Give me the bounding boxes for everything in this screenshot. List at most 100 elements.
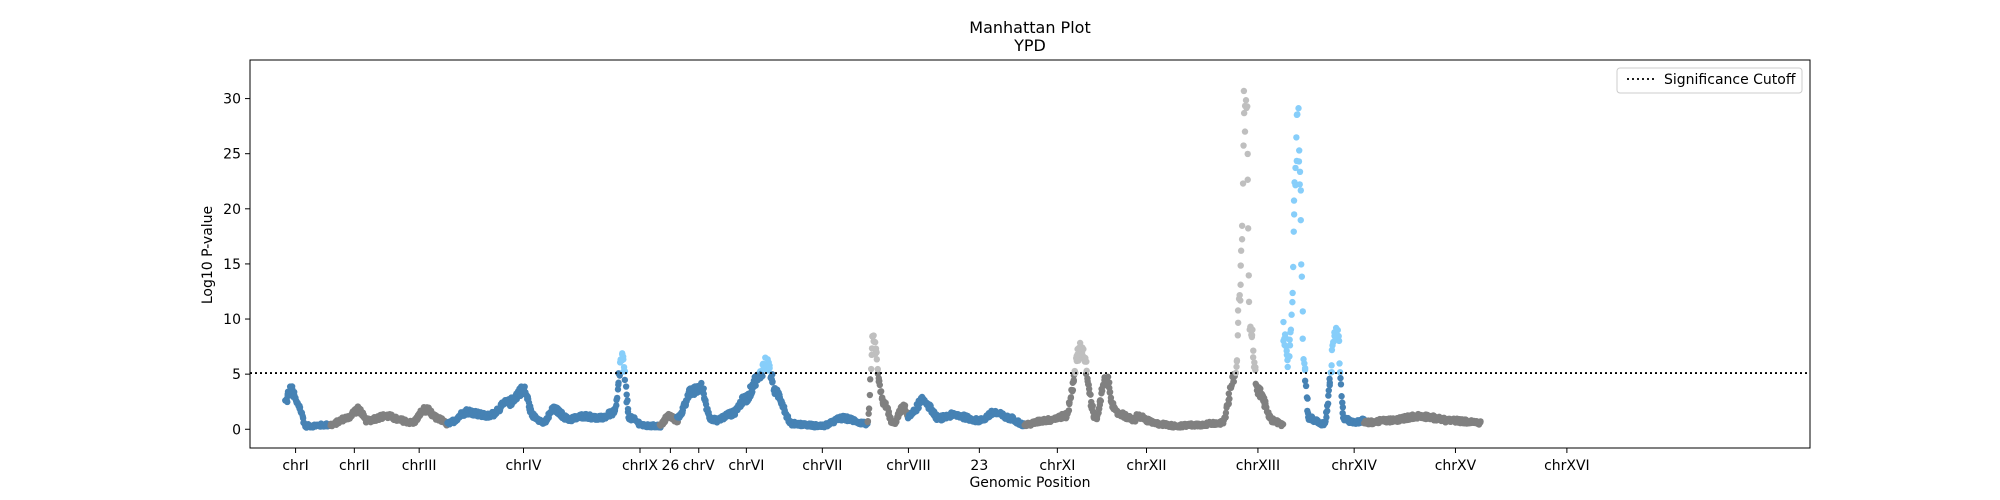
snp-point-chrviii <box>877 388 885 395</box>
y-tick-label: 15 <box>223 257 241 273</box>
x-axis-label: Genomic Position <box>969 475 1090 491</box>
snp-point-chrxiv <box>1237 281 1244 288</box>
snp-point-chrxiv <box>1248 331 1256 339</box>
x-tick-label: chrVII <box>802 458 842 474</box>
snp-point-chrxiv <box>1252 366 1259 374</box>
x-tick-label: chrVIII <box>886 458 930 474</box>
snp-point-chrxiv <box>1250 347 1257 354</box>
snp-point-chrxv <box>1328 362 1335 369</box>
snp-point-chrxv <box>1326 379 1334 387</box>
snp-point-chrxiv <box>1239 180 1247 187</box>
y-tick-label: 30 <box>223 92 241 108</box>
snp-point-chrix <box>614 386 622 393</box>
x-tick-label: chrI <box>282 458 308 474</box>
snp-point-chrv <box>698 379 705 387</box>
snp-point-chrv <box>679 407 687 414</box>
snp-point-chrxiv <box>1240 87 1248 95</box>
snp-point-chrvii <box>759 372 766 380</box>
snp-point-chrvii <box>766 364 773 372</box>
snp-point-chrxv <box>1304 395 1311 402</box>
snp-point-chrviii <box>867 376 874 383</box>
snp-point-chrviii <box>870 332 877 339</box>
x-tick-label: chrIX <box>622 458 658 474</box>
y-tick-label: 20 <box>223 202 241 218</box>
legend-label: Significance Cutoff <box>1664 72 1796 88</box>
snp-point-chrxv <box>1297 187 1305 194</box>
snp-point-chrvii <box>769 378 776 385</box>
snp-point-chrxv <box>1302 382 1310 390</box>
snp-point-chrxii <box>1065 407 1073 414</box>
y-tick-label: 25 <box>223 147 241 163</box>
snp-point-chrxiv <box>1236 291 1243 299</box>
snp-point-chrxiv <box>1249 354 1257 361</box>
snp-point-chrxii <box>1098 387 1106 395</box>
x-tick-label: chrXIV <box>1331 458 1377 474</box>
snp-point-chrxiv <box>1245 272 1252 279</box>
snp-point-chrxv <box>1290 211 1298 218</box>
snp-point-chrxv <box>1296 168 1304 175</box>
snp-point-chrvi <box>752 382 759 389</box>
snp-point-chrxv <box>1325 387 1332 394</box>
plot-frame <box>249 59 1811 449</box>
snp-point-chrix <box>620 356 627 363</box>
snp-point-chrxiv <box>1225 400 1232 407</box>
snp-point-chrxv <box>1323 414 1330 421</box>
snp-point-chrix <box>613 394 621 402</box>
x-tick-label: chrIV <box>505 458 541 474</box>
x-axis-ticks: chrI chrII chrIII chrIV chrIX 26 chrV chrVI chrV… <box>282 448 1590 474</box>
snp-point-chrxv <box>1287 326 1295 333</box>
snp-point-chrxiv <box>1238 222 1246 229</box>
legend-box <box>1616 67 1803 94</box>
snp-point-chrxiv <box>1249 326 1256 333</box>
x-tick-label: chrXIII <box>1236 458 1280 474</box>
snp-point-chrxv <box>1296 147 1303 154</box>
snp-point-chrxiv <box>1240 142 1247 149</box>
snp-point-chrxiv <box>1233 363 1240 370</box>
snp-point-chrvi <box>749 388 756 396</box>
snp-point-chrxv <box>1301 360 1308 367</box>
snp-point-chrvii <box>769 371 776 378</box>
snp-point-chrxii <box>1104 373 1112 381</box>
snp-point-chrxiv <box>1244 150 1251 158</box>
x-tick-label: chrVI <box>728 458 764 474</box>
snp-point-chrxv <box>1284 363 1291 371</box>
snp-point-chrxv <box>1325 392 1332 399</box>
snp-point-chrix <box>623 391 630 398</box>
snp-point-chrix <box>622 383 630 390</box>
snp-point-chrxv <box>1298 261 1305 268</box>
snp-point-chrxv <box>1286 353 1293 360</box>
snp-point-chrxv <box>1301 364 1309 372</box>
snp-point-chrviii <box>864 417 872 425</box>
snp-point-chrxv <box>1280 318 1287 326</box>
snp-point-chrxv <box>1339 399 1346 406</box>
snp-point-chrviii <box>866 391 874 399</box>
snp-point-chrxiv <box>1238 236 1246 243</box>
snp-point-chrxv <box>1290 228 1297 235</box>
y-tick-label: 10 <box>223 312 241 328</box>
snp-point-chrxii <box>1080 345 1087 353</box>
snp-point-chrxv <box>1299 335 1306 342</box>
snp-point-chrxv <box>1297 216 1304 224</box>
snp-point-chrxv <box>1337 381 1345 388</box>
snp-point-chrxv <box>1286 336 1293 343</box>
snp-point-chrxiv <box>1222 409 1230 417</box>
snp-point-chrxv <box>1301 377 1309 385</box>
snp-point-chrxiv <box>1237 297 1244 304</box>
chart-title: Manhattan Plot <box>969 18 1090 37</box>
snp-point-chrix <box>624 397 631 404</box>
snp-point-chrxiv <box>1244 176 1251 183</box>
snp-point-chrxv <box>1336 360 1343 367</box>
snp-point-chrxiv <box>1230 378 1237 385</box>
snp-point-chrix <box>621 368 629 375</box>
snp-point-chrxv <box>1324 407 1331 415</box>
snp-point-chrxii <box>1106 379 1113 386</box>
snp-point-chrxii <box>1087 391 1094 398</box>
snp-point-chrxiv <box>1237 247 1245 254</box>
snp-point-chrxv <box>1339 404 1347 411</box>
data-points-layer <box>282 87 1484 431</box>
x-tick-label: 23 <box>970 458 988 474</box>
x-tick-label: chrII <box>339 458 370 474</box>
snp-point-chrxv <box>1289 289 1296 297</box>
